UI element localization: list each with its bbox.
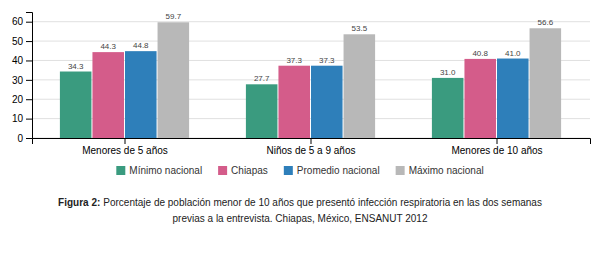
- grid-line: [32, 21, 590, 22]
- y-tick-label: 20: [12, 94, 24, 105]
- bar: [497, 59, 529, 138]
- x-tick-label: Menores de 10 años: [451, 145, 542, 156]
- legend-label: Promedio nacional: [297, 165, 380, 176]
- y-tick: 20: [12, 94, 32, 105]
- legend-item: Máximo nacional: [396, 165, 484, 176]
- x-axis: Menores de 5 años Niños de 5 a 9 años Meno…: [33, 138, 591, 156]
- bar: [60, 72, 92, 138]
- y-tick-label: 50: [12, 36, 24, 47]
- data-label: 53.5: [352, 24, 368, 33]
- y-tick: 10: [12, 113, 32, 124]
- legend-item: Mínimo nacional: [116, 165, 202, 176]
- legend: Mínimo nacional Chiapas Promedio nacional M…: [116, 165, 483, 176]
- x-tick-mark: [497, 138, 498, 144]
- caption: Figura 2:Porcentaje de población menor d…: [58, 197, 542, 224]
- data-label: 34.3: [68, 62, 84, 71]
- caption-label: Figura 2:: [58, 197, 100, 208]
- legend-item: Promedio nacional: [284, 165, 380, 176]
- bar: [464, 59, 496, 138]
- data-label: 37.3: [319, 56, 335, 65]
- legend-label: Mínimo nacional: [129, 165, 202, 176]
- chart: 0 10 20 30 40 50 60 Menores de 5 años Niños de 5…: [0, 0, 600, 257]
- caption-text: previas a la entrevista. Chiapas, México…: [173, 213, 428, 224]
- data-label: 37.3: [286, 56, 302, 65]
- y-tick-label: 0: [17, 133, 23, 144]
- x-tick-label: Menores de 5 años: [82, 145, 168, 156]
- bar: [125, 51, 157, 138]
- data-label: 44.8: [133, 41, 149, 50]
- data-labels: 34.3 27.7 31.0 44.3 37.3 40.8 44.8 37.3 41.0 59.7…: [68, 12, 554, 83]
- bar: [311, 66, 343, 138]
- y-tick-mark: [26, 99, 32, 100]
- legend-swatch: [396, 166, 405, 175]
- bar: [278, 66, 310, 138]
- x-tick-mark: [311, 138, 312, 144]
- legend-label: Máximo nacional: [409, 165, 484, 176]
- y-tick: 60: [12, 16, 32, 27]
- legend-swatch: [116, 166, 125, 175]
- data-label: 59.7: [166, 12, 182, 21]
- bar: [432, 78, 464, 138]
- legend-swatch: [218, 166, 227, 175]
- bar: [344, 34, 376, 138]
- y-tick: 50: [12, 36, 32, 47]
- data-label: 27.7: [254, 74, 270, 83]
- x-axis-line: [33, 139, 591, 145]
- legend-label: Chiapas: [231, 165, 268, 176]
- y-tick-mark: [26, 60, 32, 61]
- y-tick: 0: [17, 133, 32, 144]
- y-axis: 0 10 20 30 40 50 60: [12, 13, 33, 144]
- y-tick-mark: [26, 119, 32, 120]
- y-tick: 30: [12, 75, 32, 86]
- data-label: 41.0: [505, 49, 521, 58]
- caption-text: Porcentaje de población menor de 10 años…: [103, 197, 542, 208]
- data-label: 56.6: [538, 18, 554, 27]
- x-tick-mark: [125, 138, 126, 144]
- x-tick: Menores de 5 años: [82, 138, 168, 156]
- bar: [246, 84, 278, 138]
- y-tick-label: 30: [12, 75, 24, 86]
- y-tick-label: 10: [12, 113, 24, 124]
- y-tick-label: 40: [12, 55, 24, 66]
- x-tick-label: Niños de 5 a 9 años: [267, 145, 356, 156]
- x-tick: Menores de 10 años: [451, 138, 542, 156]
- grid: [32, 22, 590, 138]
- legend-swatch: [284, 166, 293, 175]
- legend-item: Chiapas: [218, 165, 268, 176]
- y-tick-mark: [26, 41, 32, 42]
- x-tick: Niños de 5 a 9 años: [267, 138, 356, 156]
- y-tick-label: 60: [12, 16, 24, 27]
- data-label: 40.8: [472, 49, 488, 58]
- y-tick-mark: [26, 138, 32, 139]
- data-label: 44.3: [100, 42, 116, 51]
- bar: [530, 28, 562, 138]
- y-tick-mark: [26, 80, 32, 81]
- y-tick: 40: [12, 55, 32, 66]
- bar: [158, 22, 190, 138]
- bars: [60, 22, 561, 138]
- y-tick-mark: [26, 22, 32, 23]
- bar: [92, 52, 124, 138]
- data-label: 31.0: [440, 68, 456, 77]
- y-axis-line: [26, 13, 33, 139]
